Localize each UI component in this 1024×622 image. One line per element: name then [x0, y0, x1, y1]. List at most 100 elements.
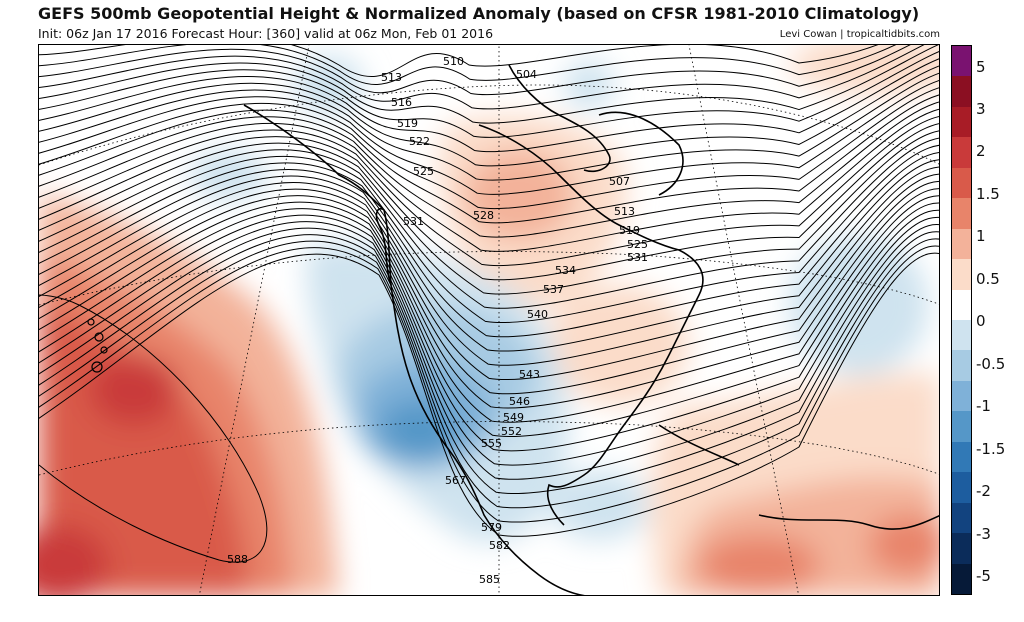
- height-contour: [39, 130, 939, 295]
- height-contour: [39, 252, 939, 537]
- height-contour: [39, 58, 939, 153]
- height-contour: [39, 152, 939, 338]
- colorbar-label: -5: [976, 567, 991, 585]
- height-contours: [39, 45, 939, 563]
- contour-label: 519: [397, 117, 418, 130]
- height-contour: [39, 45, 897, 85]
- contour-label: 516: [391, 96, 412, 109]
- colorbar-label: 2: [976, 142, 986, 160]
- contour-label: 522: [409, 135, 430, 148]
- height-contour: [39, 216, 939, 466]
- contour-label: 567: [445, 474, 466, 487]
- forecast-info: Init: 06z Jan 17 2016 Forecast Hour: [36…: [38, 26, 494, 41]
- height-contour: [39, 101, 939, 238]
- map-canvas: 5105135165195225255285315045075135195255…: [39, 45, 939, 595]
- colorbar-segment: [952, 198, 971, 230]
- colorbar-segment: [952, 350, 971, 382]
- height-contour: [39, 166, 939, 366]
- contour-label: 513: [381, 71, 402, 84]
- contour-label: 543: [519, 368, 540, 381]
- height-contour: [39, 159, 939, 352]
- anomaly-map: 510 513 516 519 522 525 528 531 504 507 513 519 525 5…: [38, 44, 940, 596]
- height-contour: [39, 173, 939, 380]
- height-contour: [39, 195, 939, 423]
- contour-label: 534: [555, 264, 576, 277]
- contour-label: 537: [543, 283, 564, 296]
- colorbar-label: 3: [976, 100, 986, 118]
- contour-label: 519: [619, 224, 640, 237]
- contour-label: 525: [413, 165, 434, 178]
- colorbar-segment: [952, 502, 971, 534]
- height-contour: [39, 45, 911, 96]
- height-contour: [39, 45, 939, 124]
- colorbar-segment: [952, 411, 971, 443]
- colorbar-segment: [952, 472, 971, 504]
- height-contour: [39, 294, 268, 563]
- colorbar-label: -1.5: [976, 440, 1006, 458]
- colorbar-label: 1: [976, 227, 986, 245]
- contour-label: 531: [403, 215, 424, 228]
- height-contour: [39, 123, 939, 281]
- height-contour: [39, 188, 939, 409]
- height-contour: [39, 45, 925, 110]
- height-contour: [39, 94, 939, 224]
- colorbar-segment: [952, 259, 971, 291]
- colorbar-segment: [952, 46, 971, 77]
- contour-label: 510: [443, 55, 464, 68]
- contour-label: 546: [509, 395, 530, 408]
- height-contour: [39, 209, 939, 452]
- height-contour: [39, 224, 939, 480]
- height-contour: [39, 245, 939, 523]
- colorbar-segment: [952, 106, 971, 138]
- contour-label: 549: [503, 411, 524, 424]
- height-contour: [39, 231, 939, 494]
- contour-label: 504: [516, 68, 537, 81]
- chart-title: GEFS 500mb Geopotential Height & Normali…: [38, 4, 920, 23]
- colorbar-label: -2: [976, 482, 991, 500]
- contour-label: 531: [627, 251, 648, 264]
- contour-label: 555: [481, 437, 502, 450]
- colorbar-segment: [952, 320, 971, 351]
- colorbar-segment: [952, 76, 971, 108]
- height-contour: [39, 87, 939, 210]
- height-contour: [39, 79, 939, 195]
- credit-text: Levi Cowan | tropicaltidbits.com: [779, 29, 940, 40]
- contour-label: 582: [489, 539, 510, 552]
- contour-label: 540: [527, 308, 548, 321]
- height-contour: [39, 51, 939, 138]
- contour-label: 552: [501, 425, 522, 438]
- coastlines: [243, 64, 939, 595]
- contour-label: 528: [473, 209, 494, 222]
- colorbar-label: 1.5: [976, 185, 1000, 203]
- height-contour: [39, 202, 939, 437]
- contour-label: 513: [614, 205, 635, 218]
- height-contour: [39, 65, 939, 167]
- height-contour: [39, 116, 939, 267]
- anomaly-shading: [39, 45, 939, 595]
- colorbar-segment: [952, 533, 971, 565]
- colorbar-label: 0: [976, 312, 986, 330]
- height-contour: [39, 144, 939, 323]
- contour-labels: 5105135165195225255285315045075135195255…: [227, 55, 648, 586]
- height-contour: [39, 45, 879, 78]
- height-contour: [39, 181, 939, 395]
- colorbar-segment: [952, 441, 971, 473]
- contour-label: 585: [479, 573, 500, 586]
- colorbar-label: -0.5: [976, 355, 1006, 373]
- colorbar-segment: [952, 228, 971, 260]
- colorbar-segment: [952, 563, 971, 595]
- colorbar-label: -3: [976, 525, 991, 543]
- contour-label: 588: [227, 553, 248, 566]
- colorbar-segment: [952, 137, 971, 169]
- colorbar-segment: [952, 167, 971, 199]
- height-contour: [39, 108, 939, 252]
- colorbar: [951, 45, 972, 595]
- height-contour: [39, 137, 939, 309]
- colorbar-segment: [952, 289, 971, 321]
- contour-label: 507: [609, 175, 630, 188]
- colorbar-segment: [952, 380, 971, 412]
- colorbar-label: 5: [976, 58, 986, 76]
- colorbar-label: 0.5: [976, 270, 1000, 288]
- height-contour: [39, 238, 939, 509]
- colorbar-label: -1: [976, 397, 991, 415]
